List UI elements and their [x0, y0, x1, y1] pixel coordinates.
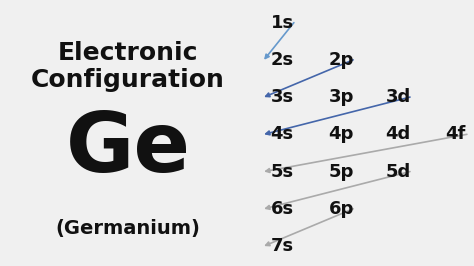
Text: 3p: 3p: [328, 88, 354, 106]
Text: 2s: 2s: [271, 51, 293, 69]
Text: 1s: 1s: [271, 14, 293, 32]
Text: 4f: 4f: [445, 125, 465, 143]
Text: 4s: 4s: [271, 125, 293, 143]
Text: 5p: 5p: [328, 163, 354, 181]
Text: (Germanium): (Germanium): [55, 219, 201, 238]
Text: 5d: 5d: [385, 163, 411, 181]
Text: Electronic
Configuration: Electronic Configuration: [31, 41, 225, 92]
Text: 2p: 2p: [328, 51, 354, 69]
Text: 5s: 5s: [271, 163, 293, 181]
Text: 4p: 4p: [328, 125, 354, 143]
Text: Ge: Ge: [65, 109, 191, 189]
Text: 4d: 4d: [385, 125, 411, 143]
Text: 7s: 7s: [271, 237, 293, 255]
Text: 3s: 3s: [271, 88, 293, 106]
Text: 3d: 3d: [385, 88, 411, 106]
Text: 6p: 6p: [328, 200, 354, 218]
Text: 6s: 6s: [271, 200, 293, 218]
